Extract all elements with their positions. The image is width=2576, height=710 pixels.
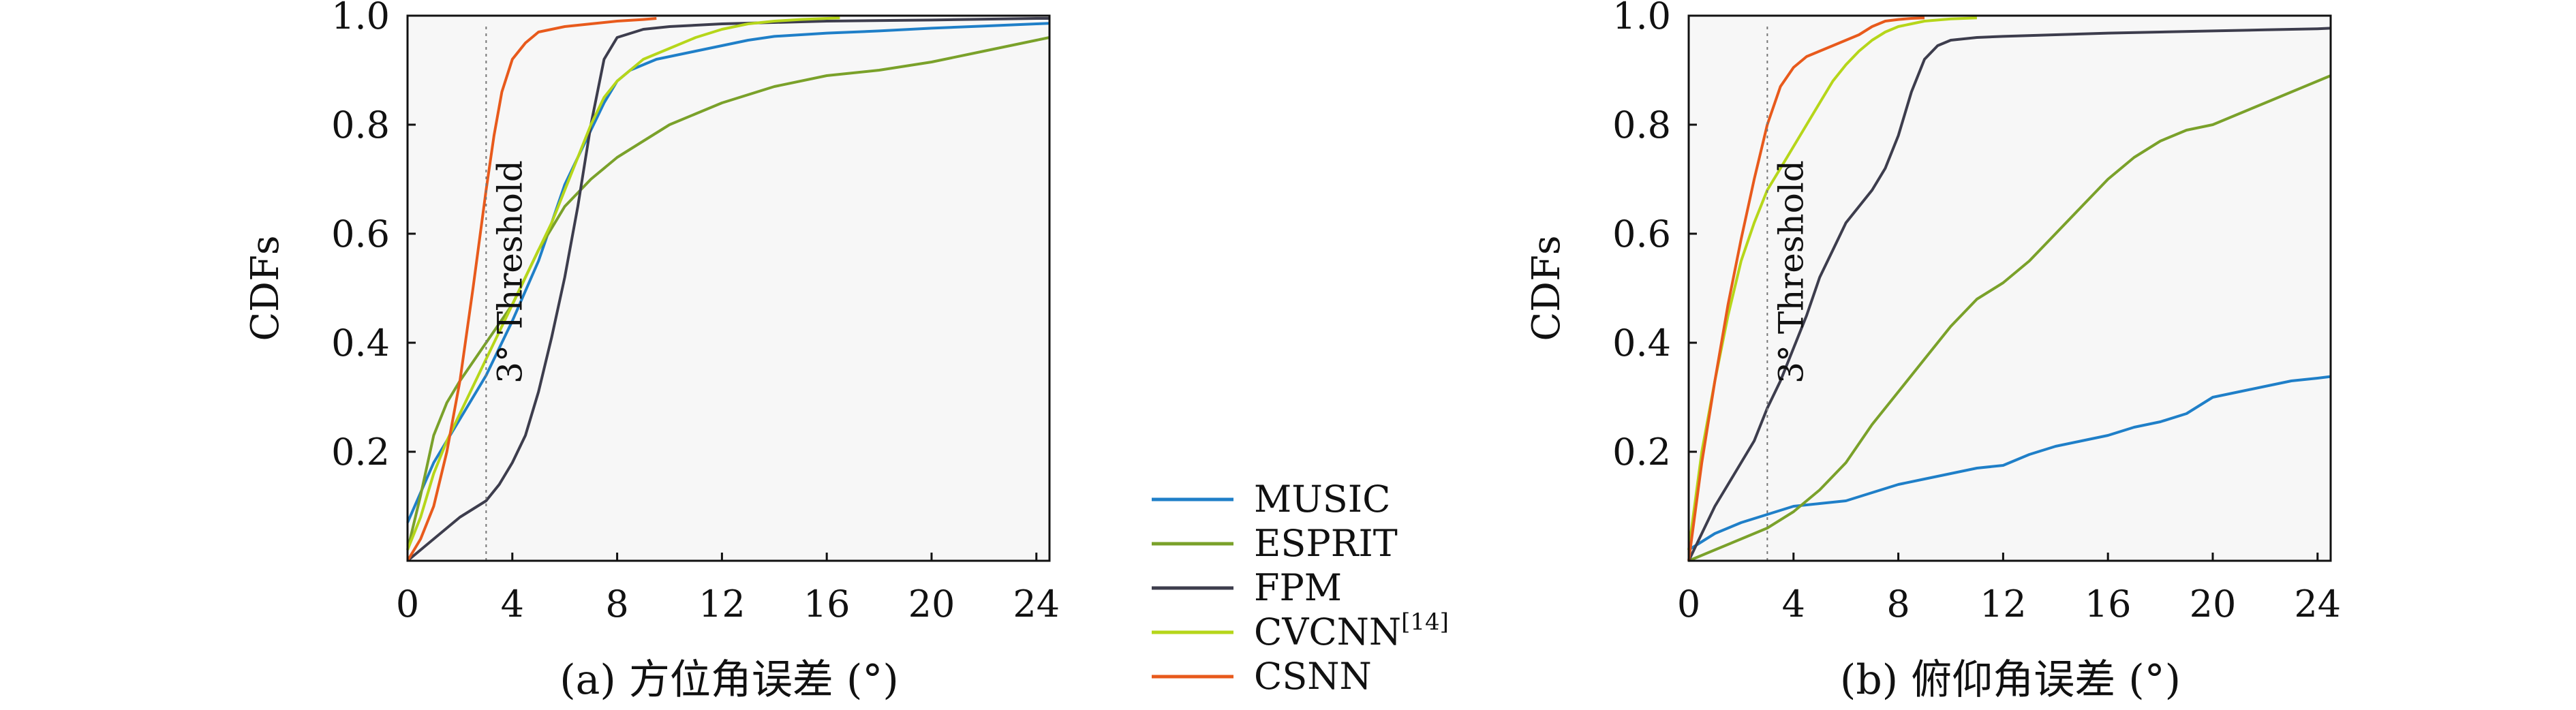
y-tick-label: 0.6: [1612, 213, 1671, 256]
x-tick-label: 0: [396, 583, 419, 626]
series-line-fpm: [1687, 27, 2331, 561]
y-tick-label: 0.4: [331, 322, 390, 365]
legend-label-esprit: ESPRIT: [1254, 522, 1398, 565]
x-tick-label: 8: [1886, 583, 1910, 626]
y-axis-label: CDFs: [1524, 235, 1569, 341]
chart-title: (b) 俯仰角误差 (°): [1840, 656, 2181, 704]
y-tick-label: 1.0: [331, 0, 390, 37]
x-tick-label: 24: [2294, 583, 2341, 626]
y-tick-label: 0.2: [1612, 431, 1671, 474]
legend-label-csnn: CSNN: [1254, 655, 1372, 698]
y-tick-label: 0.4: [1612, 322, 1671, 365]
y-tick-label: 1.0: [1612, 0, 1671, 37]
plot-frame: [1687, 14, 2332, 562]
legend-label-cvcnn: CVCNN[14]: [1254, 608, 1449, 653]
series-line-esprit: [1688, 74, 2331, 562]
threshold-label: 3° Threshold: [1771, 160, 1811, 384]
series-line-music: [1687, 375, 2331, 551]
tick-group: 0 4 8 12 16 20 24 0.2 0.4 0.6 0.8 1.0: [1612, 0, 2341, 626]
y-tick-label: 0.8: [1612, 104, 1671, 146]
x-tick-label: 16: [803, 583, 850, 626]
chart-panel-a: 3° Threshold 0 4 8 12 16 20 240.20.40.60.81.0 …: [243, 0, 1060, 704]
y-tick-label: 0.2: [331, 431, 390, 474]
series-line-esprit: [406, 36, 1050, 551]
plot-area: [408, 16, 1049, 561]
legend-label-music: MUSIC: [1254, 478, 1390, 521]
chart-panel-b: 3° Threshold 0 4 8 12 16 20 240.20.40.60.81.0 …: [1524, 0, 2341, 704]
x-tick-label: 20: [908, 583, 955, 626]
x-tick-label: 0: [1677, 583, 1700, 626]
series-line-csnn: [1687, 16, 1925, 561]
series-line-cvcnn: [406, 16, 840, 551]
series-line-music: [406, 22, 1050, 523]
series-line-csnn: [406, 17, 657, 562]
plot-area: [1689, 16, 2331, 561]
legend-label-fpm: FPM: [1254, 566, 1342, 609]
series-group: [406, 16, 1050, 562]
threshold-label: 3° Threshold: [490, 160, 530, 384]
y-tick-label: 0.8: [331, 104, 390, 146]
x-tick-label: 24: [1013, 583, 1060, 626]
series-group: [1687, 16, 2331, 562]
y-axis-label: CDFs: [243, 235, 288, 341]
x-tick-label: 4: [1782, 583, 1805, 626]
x-tick-label: 4: [501, 583, 524, 626]
y-tick-label: 0.6: [331, 213, 390, 256]
x-tick-label: 8: [605, 583, 628, 626]
x-tick-label: 12: [699, 583, 746, 626]
x-tick-label: 20: [2190, 583, 2237, 626]
tick-group: 0 4 8 12 16 20 24 0.2 0.4 0.6 0.8 1.0: [331, 0, 1060, 626]
plot-frame: [406, 14, 1051, 562]
x-tick-label: 12: [1980, 583, 2027, 626]
chart-title: (a) 方位角误差 (°): [559, 656, 899, 704]
series-line-cvcnn: [1687, 16, 1977, 551]
x-tick-label: 16: [2085, 583, 2132, 626]
